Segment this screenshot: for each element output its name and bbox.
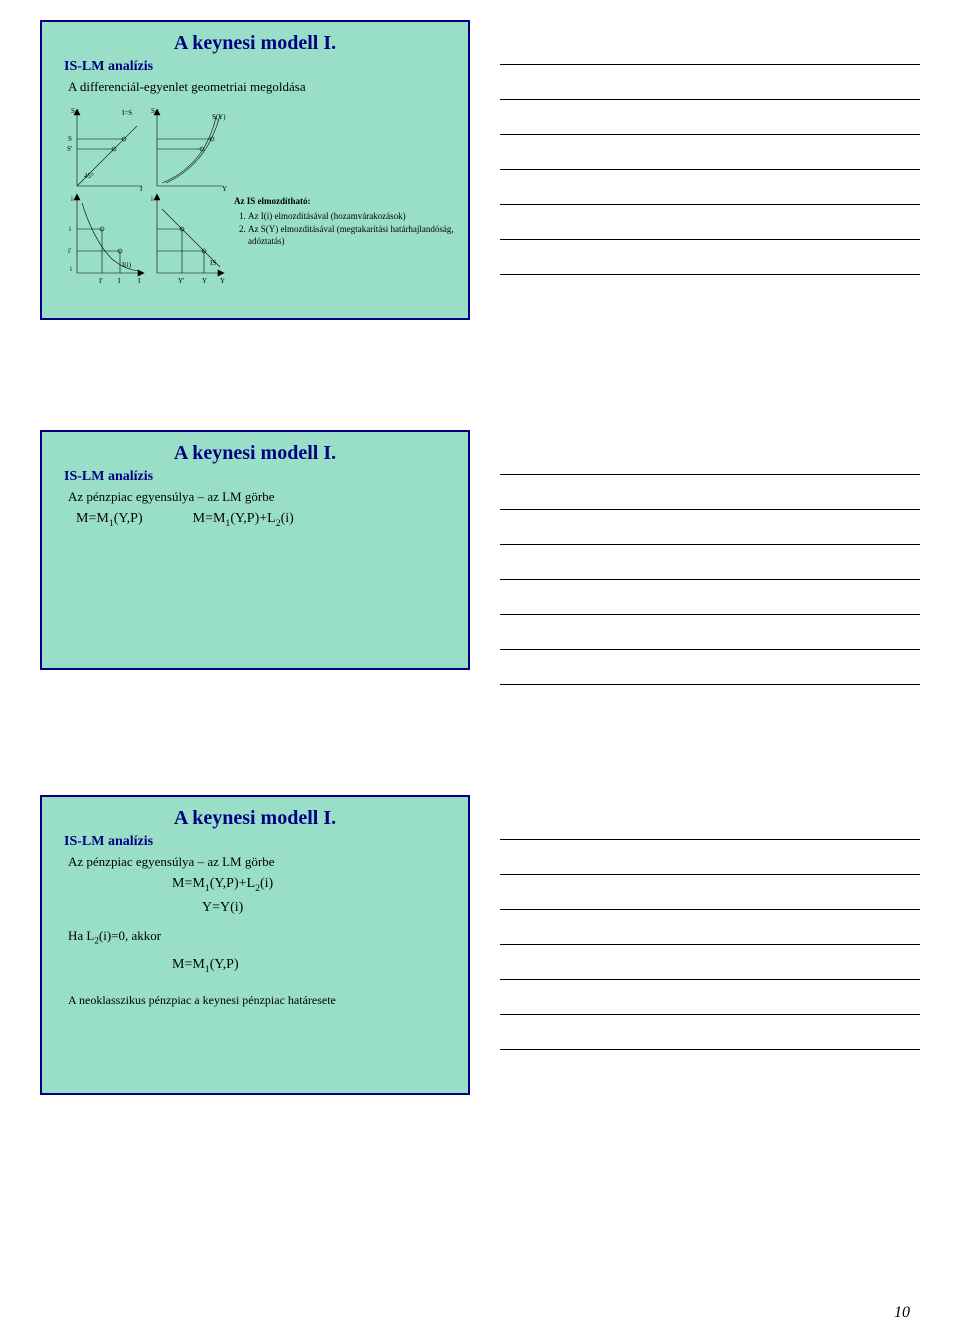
svg-text:S: S — [68, 135, 72, 143]
slide3-ha: Ha L2(i)=0, akkor — [68, 928, 468, 946]
svg-text:S(Y): S(Y) — [212, 113, 226, 121]
note-line — [500, 910, 920, 945]
notes-col-2 — [500, 430, 920, 685]
slide1-title: A keynesi modell I. — [42, 32, 468, 55]
slide2-title: A keynesi modell I. — [42, 442, 468, 465]
svg-text:I: I — [118, 277, 121, 285]
svg-text:Y: Y — [202, 277, 207, 285]
diag-note-item1: Az I(i) elmozdításával (hozamvárakozások… — [248, 211, 484, 223]
slide1-subtitle2: A differenciál-egyenlet geometriai megol… — [68, 79, 468, 95]
slide1-diagram: S I=S S S(Y) S S' 45° i i i' i I(i) I i — [62, 101, 322, 286]
svg-text:S': S' — [67, 145, 72, 153]
slide3-footer: A neoklasszikus pénzpiac a keynesi pénzp… — [68, 993, 468, 1008]
svg-text:i: i — [70, 265, 72, 273]
note-line — [500, 580, 920, 615]
note-line — [500, 475, 920, 510]
svg-text:Y: Y — [220, 277, 225, 285]
svg-text:45°: 45° — [84, 172, 94, 180]
note-line — [500, 135, 920, 170]
note-line — [500, 615, 920, 650]
page-number: 10 — [894, 1304, 910, 1322]
note-line — [500, 545, 920, 580]
diag-note-header: Az IS elmozdítható: — [234, 196, 484, 208]
note-line — [500, 875, 920, 910]
svg-text:i': i' — [68, 247, 71, 255]
svg-text:I': I' — [99, 277, 103, 285]
svg-text:Y: Y — [222, 185, 227, 193]
note-line — [500, 65, 920, 100]
note-line — [500, 205, 920, 240]
svg-text:S: S — [71, 107, 75, 115]
notes-col-1 — [500, 20, 920, 275]
slide1-subtitle: IS-LM analízis — [64, 59, 468, 75]
slide-2: A keynesi modell I. IS-LM analízis Az pé… — [40, 430, 470, 670]
row-3: A keynesi modell I. IS-LM analízis Az pé… — [40, 795, 920, 1095]
svg-text:IS: IS — [210, 259, 216, 267]
slide1-diagram-note: Az IS elmozdítható: Az I(i) elmozdításáv… — [234, 196, 484, 250]
svg-text:i: i — [151, 195, 153, 203]
svg-text:I=S: I=S — [122, 109, 132, 117]
slide2-eq2: M=M1(Y,P)+L2(i) — [193, 511, 294, 529]
note-line — [500, 510, 920, 545]
slide2-subtitle: IS-LM analízis — [64, 469, 468, 485]
svg-text:Y': Y' — [178, 277, 184, 285]
svg-text:i: i — [69, 225, 71, 233]
note-line — [500, 100, 920, 135]
note-line — [500, 440, 920, 475]
slide2-equations: M=M1(Y,P) M=M1(Y,P)+L2(i) — [76, 511, 468, 529]
slide3-subtitle: IS-LM analízis — [64, 834, 468, 850]
slide3-subtitle2: Az pénzpiac egyensúlya – az LM görbe — [68, 854, 468, 870]
note-line — [500, 650, 920, 685]
svg-text:I: I — [138, 277, 141, 285]
note-line — [500, 30, 920, 65]
svg-text:I(i): I(i) — [122, 261, 132, 269]
note-line — [500, 240, 920, 275]
slide3-eq2: M=M1(Y,P) — [172, 957, 468, 975]
slide2-eq1: M=M1(Y,P) — [76, 511, 143, 529]
slide-1: A keynesi modell I. IS-LM analízis A dif… — [40, 20, 470, 320]
slide3-eq1: M=M1(Y,P)+L2(i) — [172, 876, 468, 894]
slide3-title: A keynesi modell I. — [42, 807, 468, 830]
slide2-subtitle2: Az pénzpiac egyensúlya – az LM görbe — [68, 489, 468, 505]
svg-text:I: I — [140, 185, 143, 193]
svg-text:i: i — [71, 195, 73, 203]
row-2: A keynesi modell I. IS-LM analízis Az pé… — [40, 430, 920, 685]
diag-note-item2: Az S(Y) elmozdításával (megtakarítási ha… — [248, 224, 484, 247]
note-line — [500, 980, 920, 1015]
svg-text:S: S — [151, 107, 155, 115]
note-line — [500, 840, 920, 875]
notes-col-3 — [500, 795, 920, 1050]
diagram-svg: S I=S S S(Y) S S' 45° i i i' i I(i) I i — [62, 101, 232, 286]
note-line — [500, 945, 920, 980]
row-1: A keynesi modell I. IS-LM analízis A dif… — [40, 20, 920, 320]
note-line — [500, 1015, 920, 1050]
slide3-eq-y: Y=Y(i) — [202, 900, 468, 916]
note-line — [500, 170, 920, 205]
note-line — [500, 805, 920, 840]
slide-3: A keynesi modell I. IS-LM analízis Az pé… — [40, 795, 470, 1095]
